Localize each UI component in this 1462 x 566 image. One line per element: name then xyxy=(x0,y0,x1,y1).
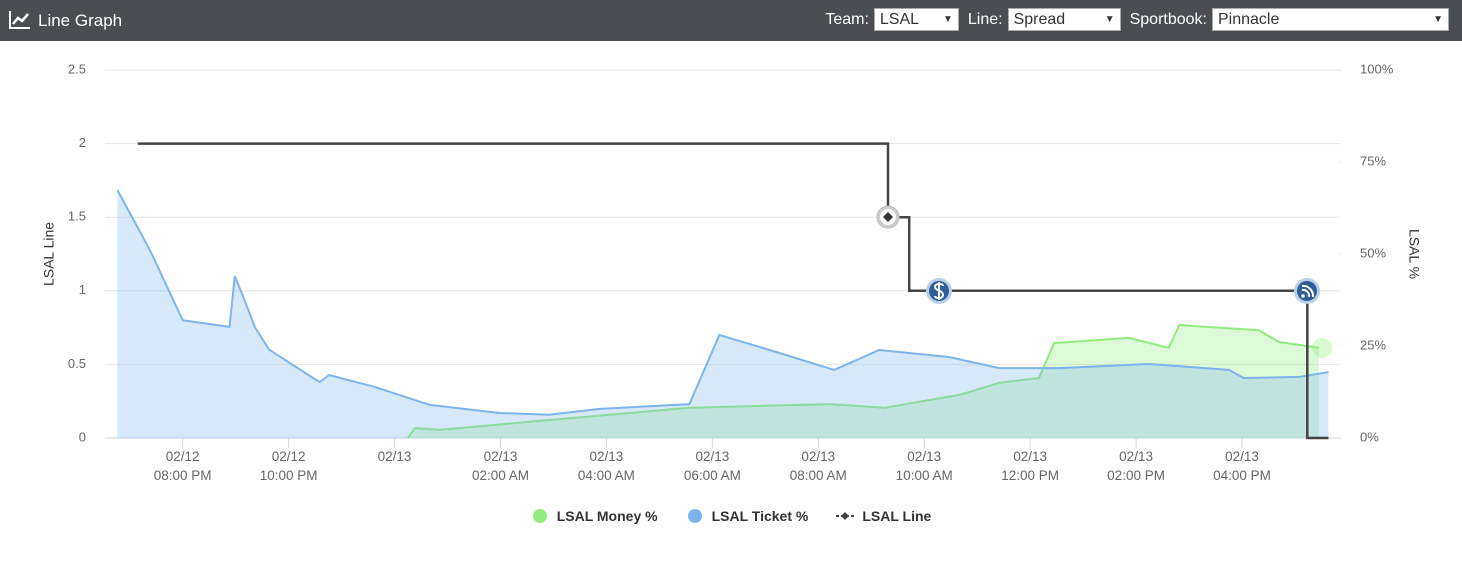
series-line xyxy=(406,323,1319,439)
series-line xyxy=(116,189,1329,416)
y2-tick-label: 50% xyxy=(1360,245,1386,260)
legend-item[interactable]: LSAL Money % xyxy=(531,508,658,524)
y2-tick-label: 25% xyxy=(1360,337,1386,352)
x-tick-label: 02/13 02:00 AM xyxy=(471,449,529,483)
series-area xyxy=(117,190,1329,438)
control-label: Sportbook: xyxy=(1129,10,1207,28)
x-tick-label: 02/13 06:00 AM xyxy=(683,449,741,483)
x-tick-label: 02/13 02:00 PM xyxy=(1107,449,1165,483)
y-axis-title: LSAL Line xyxy=(41,222,57,286)
select[interactable]: Spread xyxy=(1007,8,1121,31)
x-tick-label: 02/13 04:00 PM xyxy=(1213,449,1271,483)
legend-label: LSAL Line xyxy=(862,508,932,524)
select[interactable]: LSAL xyxy=(873,8,959,31)
event-icons xyxy=(876,205,1332,358)
y2-tick-label: 75% xyxy=(1360,153,1386,168)
header-title: Line Graph xyxy=(38,11,123,30)
legend: LSAL Money % LSAL Ticket % LSAL Line xyxy=(0,508,1462,524)
control-label: Line: xyxy=(967,10,1003,28)
series-line xyxy=(137,142,1329,440)
header-bar: Line Graph Team:LSAL Line:Spread Sportbook… xyxy=(0,0,1462,41)
legend-label: LSAL Ticket % xyxy=(711,508,809,524)
y-tick-label: 0 xyxy=(79,429,86,444)
legend-item[interactable]: LSAL Ticket % xyxy=(686,508,809,524)
x-tick-label: 02/12 10:00 PM xyxy=(259,449,318,483)
x-tick-label: 02/13 04:00 AM xyxy=(577,449,635,483)
x-tick-label: 02/13 08:00 AM xyxy=(789,449,847,483)
y-tick-label: 2.5 xyxy=(68,61,86,76)
x-tick-label: 02/12 08:00 PM xyxy=(153,449,212,483)
y-tick-label: 2 xyxy=(79,135,86,150)
y2-tick-label: 0% xyxy=(1360,429,1379,444)
y2-tick-label: 100% xyxy=(1360,61,1394,76)
x-tick-label: 02/13 12:00 PM xyxy=(1001,449,1060,483)
y2-axis-title: LSAL % xyxy=(1406,229,1422,279)
legend-symbol xyxy=(532,509,547,523)
legend-label: LSAL Money % xyxy=(556,508,658,524)
x-tick-label: 02/13 10:00 AM xyxy=(895,449,953,483)
y-tick-label: 1.5 xyxy=(68,209,86,224)
y-tick-label: 0.5 xyxy=(68,356,86,371)
series-area xyxy=(407,325,1319,438)
control-label: Team: xyxy=(825,10,869,28)
y-tick-label: 1 xyxy=(79,282,86,297)
legend-symbol xyxy=(836,512,855,520)
chart-icon xyxy=(9,11,30,29)
select[interactable]: Pinnacle xyxy=(1212,8,1449,31)
controls: Team:LSAL Line:Spread Sportbook: Pinnacle xyxy=(825,8,1453,31)
legend-symbol xyxy=(687,509,702,523)
legend-item[interactable]: LSAL Line xyxy=(836,508,931,524)
x-tick-label: 02/13 xyxy=(377,449,412,464)
